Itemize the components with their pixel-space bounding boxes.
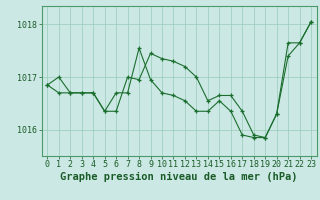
X-axis label: Graphe pression niveau de la mer (hPa): Graphe pression niveau de la mer (hPa): [60, 172, 298, 182]
